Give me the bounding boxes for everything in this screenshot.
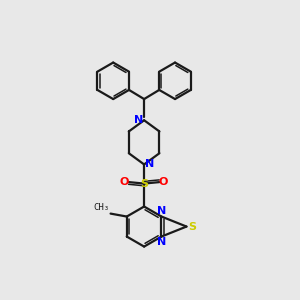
Text: N: N — [158, 237, 167, 247]
Text: S: S — [140, 178, 148, 189]
Text: O: O — [159, 177, 168, 187]
Text: S: S — [188, 222, 196, 232]
Text: O: O — [120, 177, 129, 187]
Text: N: N — [145, 159, 154, 170]
Text: CH₃: CH₃ — [93, 203, 109, 212]
Text: N: N — [158, 206, 167, 216]
Text: N: N — [134, 115, 143, 125]
